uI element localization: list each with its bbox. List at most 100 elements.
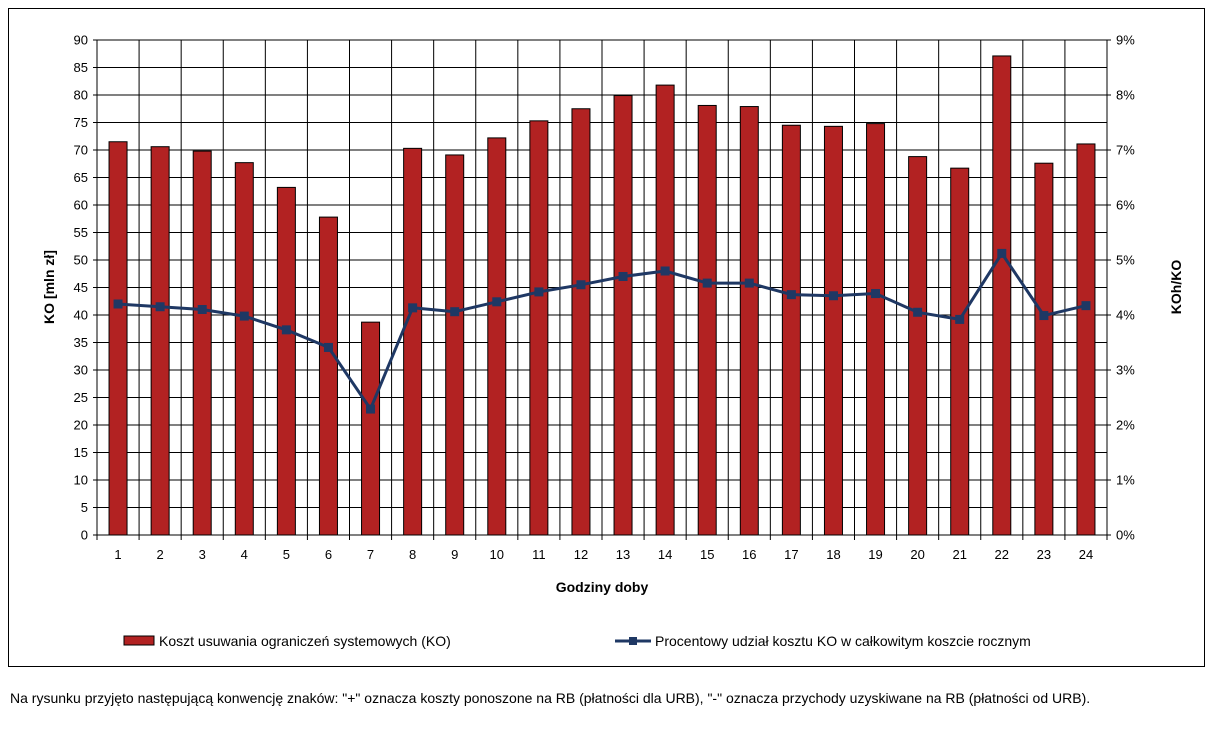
legend: Koszt usuwania ograniczeń systemowych (K… [123, 633, 1031, 649]
line-marker-hour-5 [281, 325, 291, 335]
x-tick-label: 24 [1079, 547, 1093, 562]
series-line-percent [117, 251, 1087, 411]
y-tick-label: 90 [74, 33, 88, 48]
x-tick-label: 3 [199, 547, 206, 562]
chart-frame: 0 5 10 15 20 25 30 35 40 45 50 55 60 65 70 75 80 85 90 0% 1%… [8, 8, 1205, 667]
bar-ko-hour-13 [613, 95, 633, 536]
y-tick-label: 65 [74, 170, 88, 185]
x-tick-label: 13 [616, 547, 630, 562]
y-tick-label: 30 [74, 363, 88, 378]
y2-tick-label: 0% [1116, 528, 1135, 543]
line-marker-hour-7 [366, 404, 376, 414]
y2-tick-label: 1% [1116, 473, 1135, 488]
y-tick-label: 75 [74, 115, 88, 130]
y2-tick-label: 6% [1116, 198, 1135, 213]
y-tick-label: 35 [74, 335, 88, 350]
y-axis-title: KO [mln zł] [41, 250, 57, 324]
x-axis-title: Godziny doby [556, 579, 649, 595]
bar-ko-hour-15 [697, 104, 717, 536]
line-marker-hour-21 [955, 314, 965, 324]
bar-ko-hour-1 [108, 141, 128, 536]
bar-ko-hour-10 [487, 137, 507, 536]
bar-ko-hour-18 [823, 125, 843, 536]
y-tick-label: 80 [74, 88, 88, 103]
y-tick-label: 20 [74, 418, 88, 433]
bar-ko-hour-24 [1076, 143, 1096, 536]
bar-ko-hour-22 [992, 55, 1012, 536]
legend-label-bar: Koszt usuwania ograniczeń systemowych (K… [159, 633, 451, 649]
x-tick-label: 17 [784, 547, 798, 562]
legend-marker-line [629, 637, 637, 645]
bar-ko-hour-14 [655, 84, 675, 536]
y-tick-label: 60 [74, 198, 88, 213]
x-tick-label: 15 [700, 547, 714, 562]
bar-ko-hour-21 [950, 167, 970, 536]
line-marker-hour-17 [786, 290, 796, 300]
bar-ko-hour-5 [276, 186, 296, 536]
line-marker-hour-12 [576, 280, 586, 290]
line-marker-hour-4 [239, 311, 249, 321]
line-marker-hour-15 [702, 278, 712, 288]
y2-tick-label: 3% [1116, 363, 1135, 378]
line-marker-hour-23 [1039, 311, 1049, 321]
x-tick-label: 19 [868, 547, 882, 562]
y-tick-label: 10 [74, 473, 88, 488]
y-tick-label: 55 [74, 225, 88, 240]
y2-tick-label: 8% [1116, 88, 1135, 103]
line-marker-hour-11 [534, 287, 544, 297]
y-tick-label: 0 [81, 528, 88, 543]
bar-ko-hour-12 [571, 108, 591, 536]
bar-ko-hour-2 [150, 146, 170, 536]
legend-label-line: Procentowy udział kosztu KO w całkowitym… [655, 633, 1031, 649]
line-marker-hour-2 [155, 302, 165, 312]
line-marker-hour-20 [913, 307, 923, 317]
y2-axis-title: KOh/KO [1168, 260, 1184, 315]
y2-tick-label: 5% [1116, 253, 1135, 268]
bar-ko-hour-9 [445, 154, 465, 536]
x-tick-label: 23 [1037, 547, 1051, 562]
y-tick-label: 5 [81, 500, 88, 515]
x-tick-label: 18 [826, 547, 840, 562]
y-tick-label: 50 [74, 253, 88, 268]
x-tick-label: 20 [910, 547, 924, 562]
x-tick-label: 1 [114, 547, 121, 562]
bar-ko-hour-19 [866, 123, 886, 536]
y-tick-label: 85 [74, 60, 88, 75]
line-marker-hour-10 [492, 297, 502, 307]
bar-ko-hour-20 [908, 156, 928, 536]
line-marker-hour-9 [450, 307, 460, 317]
line-marker-hour-18 [828, 291, 838, 301]
line-marker-hour-22 [997, 248, 1007, 258]
combo-chart: 0510152025303540455055606570758085900%1%… [41, 33, 1184, 650]
y2-tick-label: 4% [1116, 308, 1135, 323]
x-tick-label: 6 [325, 547, 332, 562]
y-tick-label: 25 [74, 390, 88, 405]
bar-ko-hour-23 [1034, 162, 1054, 536]
x-tick-label: 10 [490, 547, 504, 562]
bar-ko-hour-6 [318, 216, 338, 536]
legend-swatch-bar [123, 635, 155, 646]
line-marker-hour-19 [871, 289, 881, 299]
x-tick-label: 4 [241, 547, 248, 562]
x-tick-label: 14 [658, 547, 672, 562]
x-tick-label: 9 [451, 547, 458, 562]
y2-tick-label: 7% [1116, 143, 1135, 158]
y-tick-label: 40 [74, 308, 88, 323]
bar-ko-hour-3 [192, 150, 212, 536]
footnote: Na rysunku przyjęto następującą konwencj… [10, 690, 1091, 706]
x-tick-label: 2 [157, 547, 164, 562]
y-tick-label: 15 [74, 445, 88, 460]
x-tick-label: 12 [574, 547, 588, 562]
bar-ko-hour-4 [234, 162, 254, 536]
y2-tick-label: 2% [1116, 418, 1135, 433]
bar-ko-hour-17 [781, 124, 801, 536]
y-tick-label: 45 [74, 280, 88, 295]
y-tick-label: 70 [74, 143, 88, 158]
line-marker-hour-6 [323, 342, 333, 352]
x-tick-label: 22 [995, 547, 1009, 562]
x-tick-label: 8 [409, 547, 416, 562]
x-tick-label: 5 [283, 547, 290, 562]
x-tick-label: 7 [367, 547, 374, 562]
line-marker-hour-16 [744, 278, 754, 288]
line-marker-hour-1 [113, 299, 123, 309]
